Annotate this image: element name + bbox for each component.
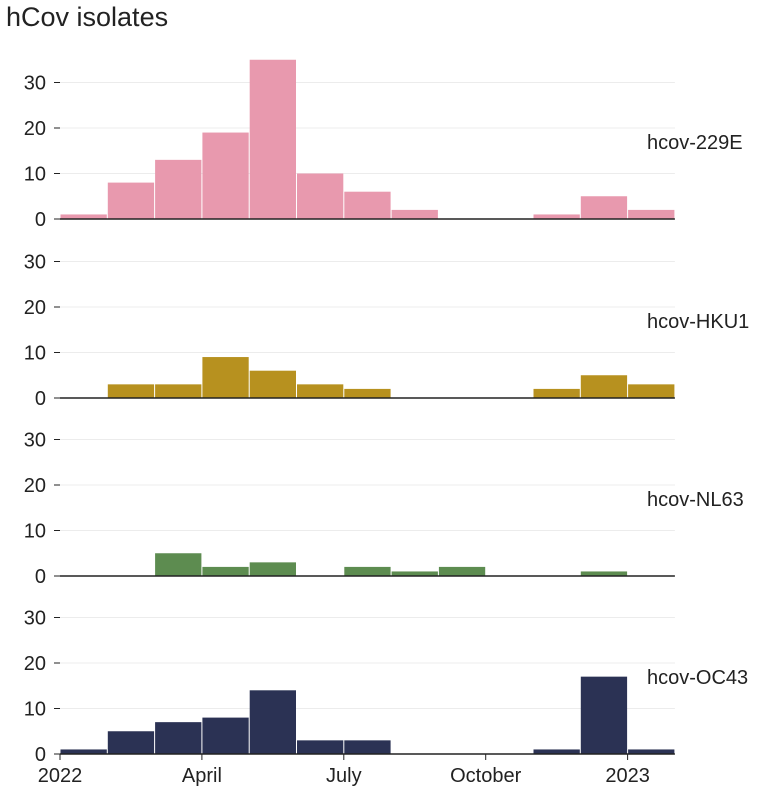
bar [249, 59, 296, 219]
x-tick-label: July [326, 765, 362, 787]
bar [249, 562, 296, 576]
bar [344, 388, 391, 398]
bar [580, 375, 628, 398]
bar [155, 159, 202, 219]
bar [107, 182, 155, 219]
facet-label: hcov-HKU1 [647, 311, 749, 333]
y-tick-label: 0 [35, 566, 46, 588]
y-tick-label: 10 [24, 343, 46, 365]
bar [107, 384, 155, 398]
y-tick-label: 10 [24, 699, 46, 721]
y-tick-label: 20 [24, 475, 46, 497]
y-tick-label: 20 [24, 118, 46, 140]
y-tick-label: 30 [24, 430, 46, 452]
facet-label: hcov-NL63 [647, 489, 744, 511]
bar [438, 566, 486, 576]
bar [297, 740, 344, 754]
bar [580, 196, 628, 219]
bar [391, 209, 438, 219]
x-tick-label: 2023 [605, 765, 650, 787]
bar [60, 214, 107, 219]
bar [344, 740, 391, 754]
bar [533, 749, 580, 754]
y-tick-label: 30 [24, 252, 46, 274]
y-tick-label: 30 [24, 73, 46, 95]
bar [344, 566, 391, 576]
bar [202, 566, 249, 576]
y-tick-label: 0 [35, 209, 46, 231]
bar [344, 191, 391, 219]
bar [249, 370, 296, 398]
x-tick-label: 2022 [38, 765, 83, 787]
bar [297, 384, 344, 398]
bar [155, 553, 202, 576]
y-tick-label: 0 [35, 744, 46, 766]
x-tick-label: April [182, 765, 222, 787]
bar [628, 209, 675, 219]
bar [580, 571, 628, 576]
y-tick-label: 20 [24, 653, 46, 675]
bar [107, 731, 155, 754]
bar [202, 132, 249, 219]
bar [249, 690, 296, 754]
y-tick-label: 0 [35, 388, 46, 410]
bar [155, 384, 202, 398]
x-tick-label: October [450, 765, 521, 787]
bar [202, 717, 249, 754]
y-tick-label: 10 [24, 521, 46, 543]
bar [202, 357, 249, 398]
y-tick-label: 20 [24, 297, 46, 319]
bar [533, 214, 580, 219]
bar [297, 173, 344, 219]
y-tick-label: 10 [24, 164, 46, 186]
facet-label: hcov-229E [647, 132, 743, 154]
bar [580, 676, 628, 754]
y-tick-label: 30 [24, 608, 46, 630]
chart-title: hCov isolates [6, 2, 169, 32]
bar [533, 388, 580, 398]
facet-label: hcov-OC43 [647, 667, 748, 689]
bar [628, 384, 675, 398]
bar [155, 722, 202, 754]
bar [60, 749, 107, 754]
bar [628, 749, 675, 754]
bar [391, 571, 438, 576]
